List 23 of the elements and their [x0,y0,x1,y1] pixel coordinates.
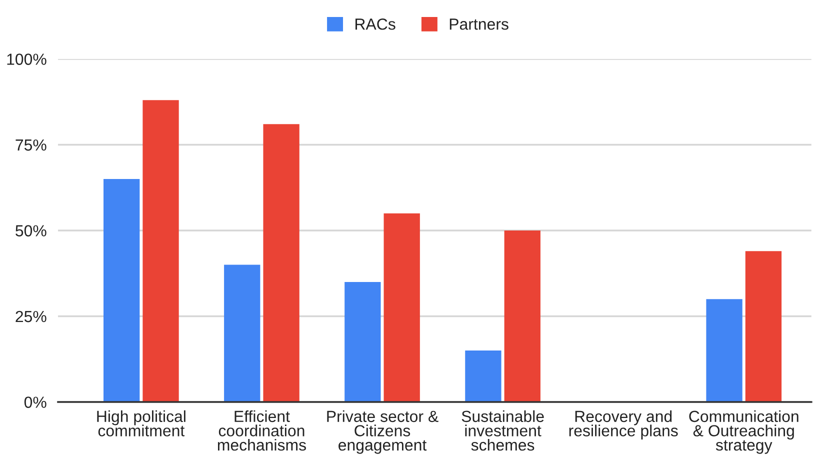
bar [344,282,381,402]
y-tick-label: 75% [16,139,46,151]
x-tick-label: High political commitment [97,410,186,436]
bar [142,100,179,402]
y-tick-label: 0% [24,396,46,408]
y-tick-label: 100% [7,54,46,65]
y-tick-label: 25% [16,310,46,322]
bar [263,124,300,402]
bar [224,264,260,402]
x-tick-label: Communication & Outreaching strategy [689,410,798,454]
bar [104,179,140,402]
x-tick-label: Private sector & Citizens engagement [327,410,438,454]
bar [504,230,540,402]
bar [745,251,782,402]
legend-label: Partners [450,18,508,30]
bar [465,350,502,402]
x-tick-label: Recovery and resilience plans [569,410,678,440]
bar [706,299,742,402]
bar [384,213,420,402]
x-tick-label: Efficient coordination mechanisms [218,410,306,451]
x-tick-label: Sustainable investment schemes [462,410,544,451]
legend-label: RACs [355,18,396,30]
y-tick-label: 50% [16,225,46,236]
